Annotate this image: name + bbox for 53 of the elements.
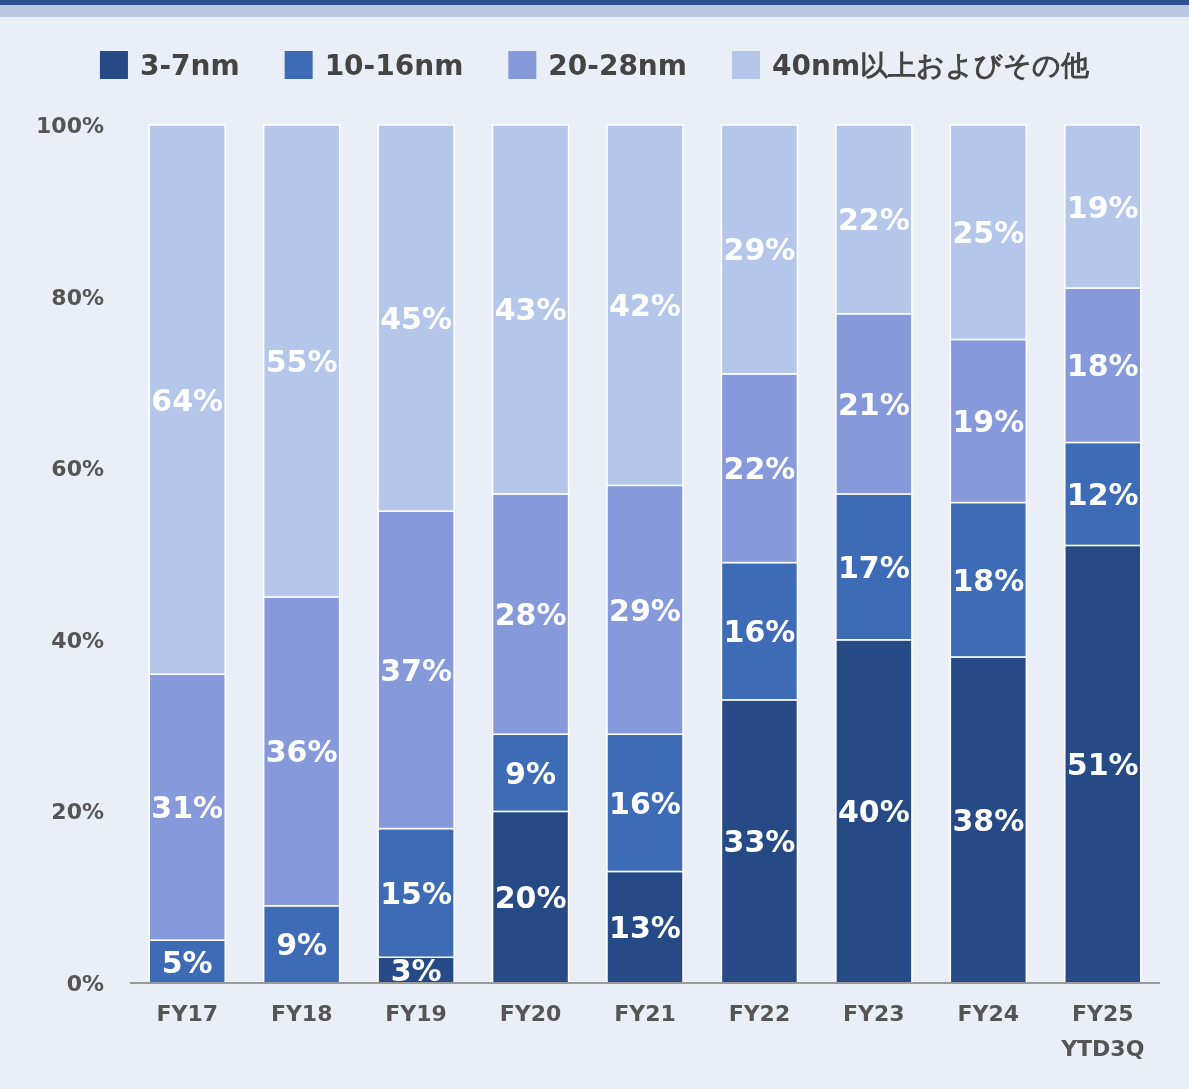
data-label: 29% <box>609 592 681 628</box>
x-tick-label: FY17 <box>156 1001 219 1026</box>
data-label: 40% <box>837 794 910 830</box>
data-label: 9% <box>505 755 557 791</box>
data-label: 18% <box>952 562 1025 598</box>
data-label: 43% <box>494 292 567 328</box>
data-label: 21% <box>837 386 910 422</box>
data-label: 19% <box>952 404 1025 440</box>
x-tick-label: FY20 <box>499 1001 562 1026</box>
x-tick-label: FY23 <box>843 1001 905 1026</box>
data-label: 19% <box>1066 189 1139 225</box>
data-label: 22% <box>723 451 796 487</box>
data-label: 16% <box>609 785 681 821</box>
data-label: 29% <box>723 232 796 268</box>
x-tick-label: FY19 <box>385 1001 447 1026</box>
data-label: 36% <box>265 734 338 770</box>
y-tick-label: 20% <box>51 799 104 825</box>
data-label: 3% <box>390 953 442 989</box>
x-tick-label: FY18 <box>270 1001 333 1026</box>
data-label: 28% <box>494 597 567 633</box>
data-label: 13% <box>609 910 681 946</box>
x-tick-label: FY25 YTD3Q <box>1060 1001 1145 1061</box>
y-tick-label: 80% <box>51 284 104 310</box>
data-label: 15% <box>380 875 453 911</box>
y-tick-label: 60% <box>51 456 104 482</box>
data-label: 9% <box>276 927 328 963</box>
data-label: 42% <box>609 288 681 324</box>
data-label: 51% <box>1066 747 1139 783</box>
x-tick-label: FY22 <box>728 1001 791 1026</box>
data-label: 45% <box>380 301 453 337</box>
legend-label: 3-7nm <box>139 49 240 82</box>
data-label: 5% <box>161 944 213 980</box>
data-label: 16% <box>723 614 796 650</box>
legend-label: 40nm以上およびその他 <box>771 49 1091 82</box>
x-tick-label: FY24 <box>957 1001 1020 1026</box>
data-label: 31% <box>151 790 224 826</box>
legend-label: 20-28nm <box>548 49 687 82</box>
data-label: 22% <box>837 202 910 238</box>
legend-label: 10-16nm <box>324 49 464 82</box>
y-tick-label: 40% <box>51 627 104 653</box>
data-label: 55% <box>265 343 338 379</box>
data-label: 33% <box>723 824 796 860</box>
data-label: 20% <box>494 880 567 916</box>
y-tick-label: 100% <box>36 113 104 138</box>
x-tick-label: FY21 <box>614 1001 676 1026</box>
data-label: 37% <box>380 652 453 688</box>
y-tick-label: 0% <box>66 971 104 996</box>
data-label: 38% <box>952 802 1025 838</box>
data-label: 64% <box>151 382 224 418</box>
data-label: 18% <box>1066 348 1139 384</box>
data-label: 25% <box>952 215 1025 251</box>
data-label: 17% <box>837 549 910 585</box>
data-label: 12% <box>1066 476 1139 512</box>
